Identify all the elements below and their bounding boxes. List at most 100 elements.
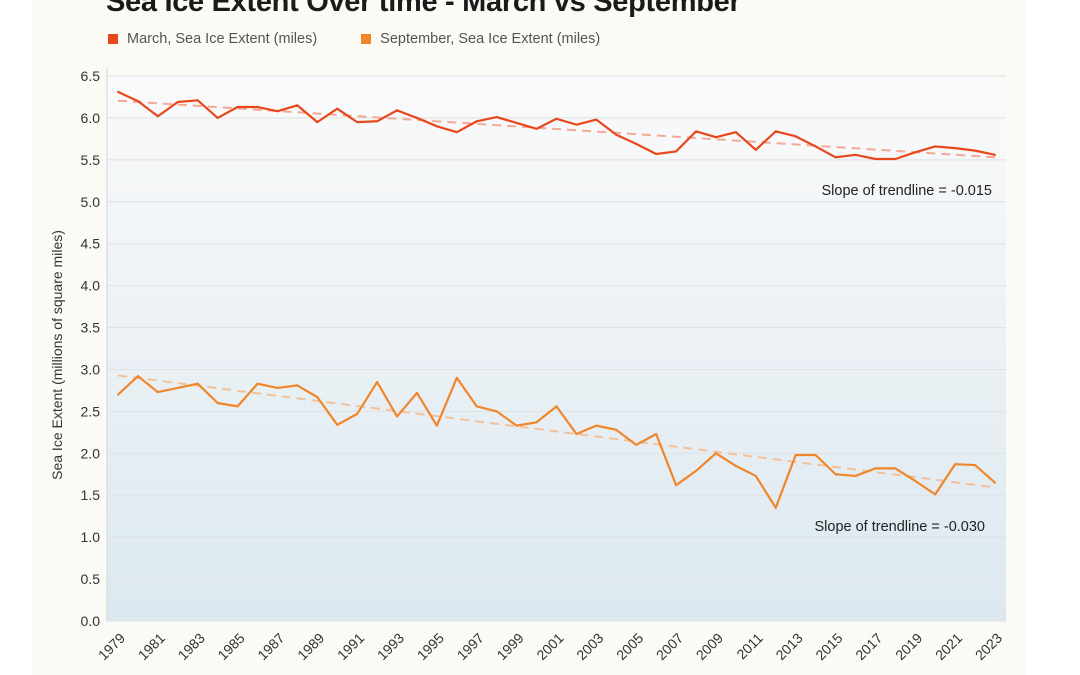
data-point <box>455 131 458 134</box>
y-tick-label: 1.0 <box>81 529 101 545</box>
data-point <box>974 464 977 467</box>
data-point <box>176 386 179 389</box>
data-point <box>714 136 717 139</box>
data-point <box>834 473 837 476</box>
data-point <box>834 156 837 159</box>
data-point <box>615 428 618 431</box>
x-tick-label: 2011 <box>733 630 766 663</box>
data-point <box>854 474 857 477</box>
data-point <box>415 116 418 119</box>
y-tick-label: 1.5 <box>81 487 101 503</box>
y-tick-label: 5.5 <box>81 152 101 168</box>
data-point <box>196 99 199 102</box>
data-point <box>814 453 817 456</box>
data-point <box>974 149 977 152</box>
data-point <box>435 125 438 128</box>
x-tick-label: 2017 <box>852 630 885 663</box>
data-point <box>814 145 817 148</box>
data-point <box>276 386 279 389</box>
data-point <box>635 142 638 145</box>
data-point <box>874 467 877 470</box>
data-point <box>615 133 618 136</box>
data-point <box>376 381 379 384</box>
x-tick-label: 2015 <box>812 630 845 663</box>
x-tick-label: 2009 <box>693 630 726 663</box>
data-point <box>734 464 737 467</box>
data-point <box>595 424 598 427</box>
data-point <box>655 433 658 436</box>
data-point <box>734 131 737 134</box>
data-point <box>914 151 917 154</box>
data-point <box>954 147 957 150</box>
x-tick-label: 2003 <box>573 630 606 663</box>
data-point <box>794 453 797 456</box>
y-tick-label: 3.0 <box>81 361 101 377</box>
x-tick-label: 1985 <box>214 630 247 663</box>
data-point <box>336 107 339 110</box>
data-point <box>754 148 757 151</box>
data-point <box>136 375 139 378</box>
y-axis-label: Sea Ice Extent (millions of square miles… <box>49 230 65 480</box>
data-point <box>356 412 359 415</box>
data-point <box>754 474 757 477</box>
x-tick-label: 1979 <box>95 630 128 663</box>
data-point <box>296 384 299 387</box>
y-tick-label: 3.5 <box>81 320 101 336</box>
data-point <box>535 421 538 424</box>
data-point <box>555 117 558 120</box>
x-tick-label: 2021 <box>932 630 965 663</box>
legend-item-september: September, Sea Ice Extent (miles) <box>361 31 600 47</box>
y-tick-label: 0.5 <box>81 571 101 587</box>
trendline-1 <box>117 374 996 489</box>
y-tick-label: 2.0 <box>81 445 101 461</box>
x-tick-label: 1989 <box>294 630 327 663</box>
data-point <box>296 104 299 107</box>
data-point <box>874 158 877 161</box>
data-point <box>396 415 399 418</box>
y-tick-label: 6.5 <box>81 68 101 84</box>
legend: March, Sea Ice Extent (miles) September,… <box>108 31 600 47</box>
data-point <box>475 405 478 408</box>
data-point <box>495 410 498 413</box>
data-point <box>934 493 937 496</box>
trendline-0 <box>117 99 996 159</box>
x-tick-label: 1991 <box>334 630 367 663</box>
x-tick-label: 1995 <box>414 630 447 663</box>
annotation-september-slope: Slope of trendline = -0.030 <box>815 519 986 535</box>
x-tick-label: 2007 <box>653 630 686 663</box>
data-point <box>216 402 219 404</box>
data-point <box>575 123 578 126</box>
plot-area <box>107 76 1006 621</box>
data-point <box>535 127 538 130</box>
data-point <box>635 443 638 446</box>
data-point <box>714 452 717 455</box>
data-point <box>156 391 159 394</box>
chart-title: Sea Ice Extent Over time - March vs Sept… <box>106 0 741 18</box>
data-point <box>954 463 957 466</box>
data-point <box>994 153 996 156</box>
data-point <box>515 121 518 124</box>
data-point <box>475 120 478 123</box>
data-point <box>495 116 498 119</box>
y-tick-label: 6.0 <box>81 110 101 126</box>
data-point <box>435 424 438 427</box>
x-tick-label: 1999 <box>493 630 526 663</box>
x-tick-label: 1997 <box>454 630 487 663</box>
y-tick-label: 5.0 <box>81 194 101 210</box>
annotation-march-slope: Slope of trendline = -0.015 <box>822 183 993 199</box>
data-point <box>934 145 937 148</box>
y-tick-label: 4.5 <box>81 236 101 252</box>
data-point <box>415 391 418 394</box>
data-point <box>136 100 139 103</box>
data-point <box>994 481 996 484</box>
data-point <box>176 100 179 103</box>
data-point <box>196 382 199 385</box>
legend-item-march: March, Sea Ice Extent (miles) <box>108 31 317 47</box>
legend-label-september: September, Sea Ice Extent (miles) <box>380 31 601 47</box>
data-point <box>336 423 339 426</box>
data-point <box>575 433 578 436</box>
data-point <box>655 152 658 155</box>
data-point <box>595 118 598 121</box>
y-tick-label: 0.0 <box>81 613 101 629</box>
